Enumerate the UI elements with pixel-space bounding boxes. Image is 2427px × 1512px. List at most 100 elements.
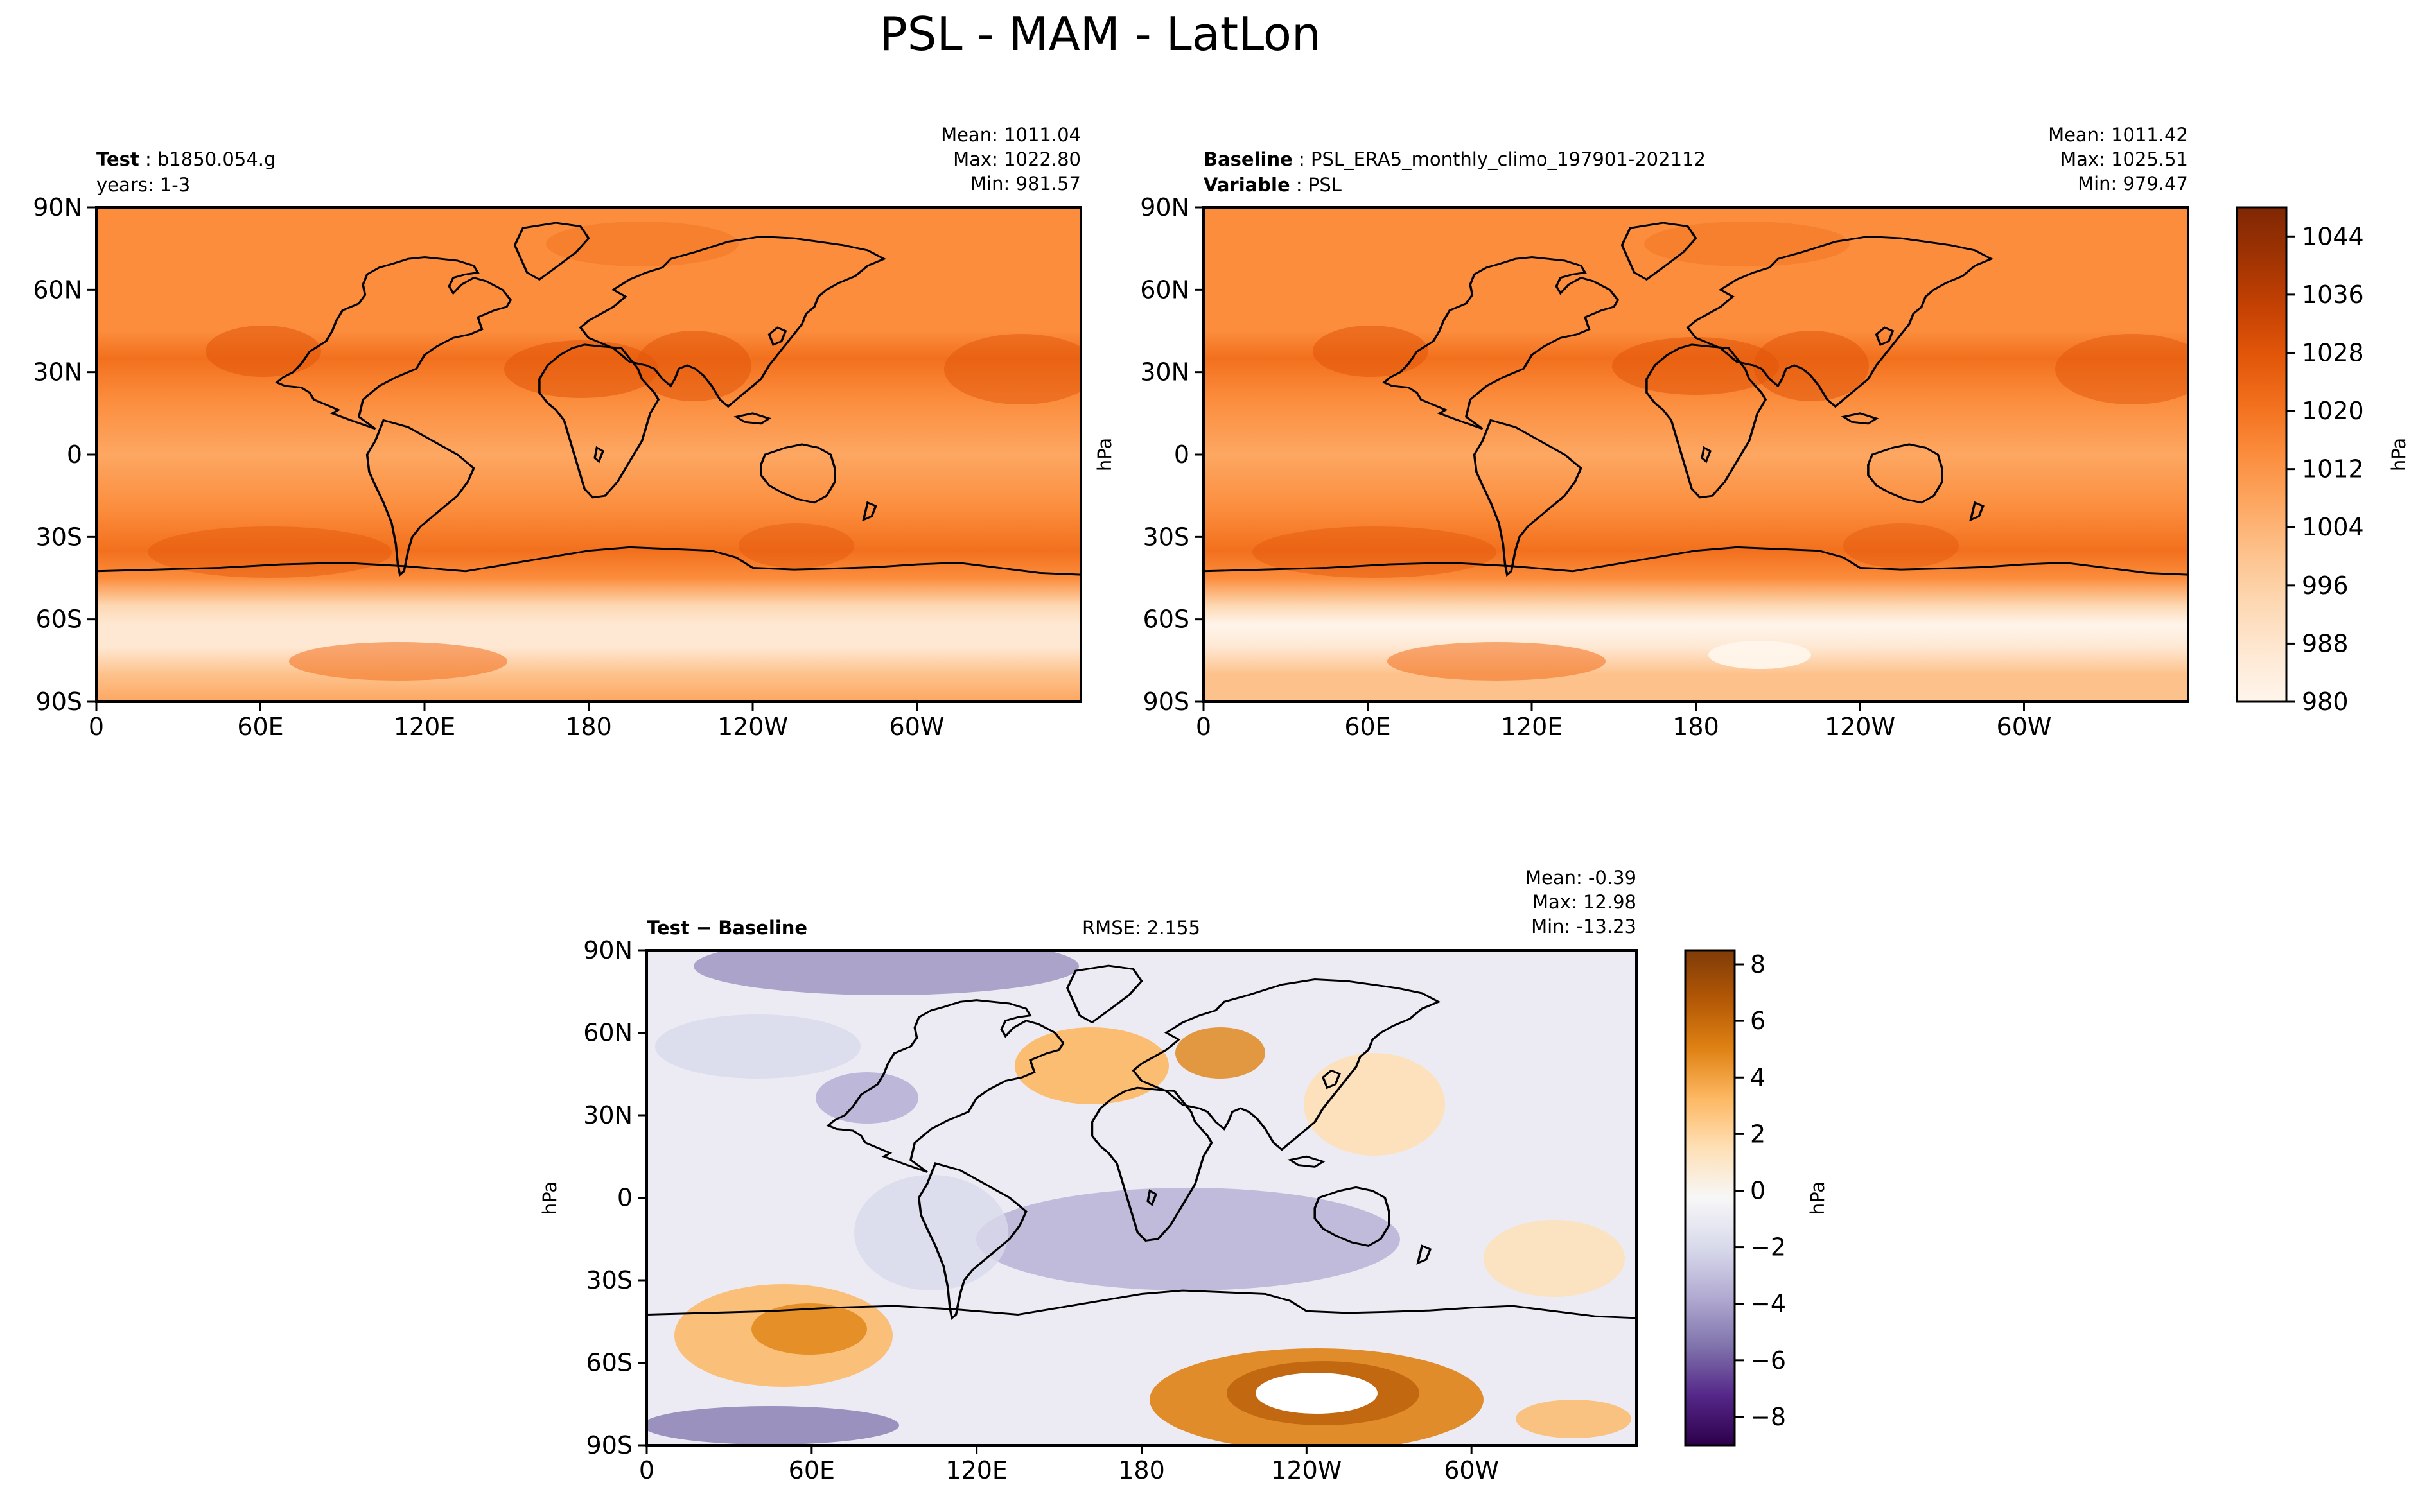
test-ytick-label: 60S bbox=[36, 605, 82, 634]
sequential-colorbar-tick-label: 996 bbox=[2302, 571, 2349, 600]
test-ytick-label: 0 bbox=[67, 440, 82, 469]
baseline-xtick-label: 60W bbox=[1997, 713, 2052, 741]
test-xtick-label: 60E bbox=[237, 713, 283, 741]
difference-ytick-label: 30S bbox=[586, 1266, 633, 1294]
test-xtick-label: 0 bbox=[89, 713, 104, 741]
baseline-subtitle-sep: : bbox=[1290, 174, 1308, 196]
sequential-colorbar-tick-label: 1044 bbox=[2302, 222, 2364, 250]
baseline-blobs bbox=[1252, 222, 2188, 681]
test-xtick-label: 120E bbox=[394, 713, 456, 741]
baseline-xtick-label: 120E bbox=[1501, 713, 1563, 741]
diverging-colorbar-tick-label: 2 bbox=[1750, 1120, 1765, 1148]
diverging-colorbar: 8 6 4 2 0 −2 −4 −6 −8 hPa bbox=[1684, 949, 1828, 1447]
difference-title: Test − Baseline bbox=[647, 917, 807, 939]
difference-ytick-label: 60N bbox=[583, 1019, 633, 1047]
baseline-title-sep: : bbox=[1293, 148, 1311, 170]
test-ytick-label: 60N bbox=[33, 275, 82, 304]
test-ytick-label: 30S bbox=[36, 523, 82, 551]
baseline-subtitle-value: PSL bbox=[1308, 174, 1342, 196]
difference-ytick-label: 90N bbox=[583, 936, 633, 964]
difference-min: Min: -13.23 bbox=[1531, 916, 1636, 937]
difference-map bbox=[647, 950, 1636, 1445]
diverging-colorbar-tick-label: 8 bbox=[1750, 950, 1765, 978]
difference-ytick-label: 60S bbox=[586, 1349, 633, 1377]
baseline-ytick-label: 60S bbox=[1143, 605, 1189, 634]
test-title-sep: : bbox=[139, 148, 157, 170]
test-title: Test : b1850.054.g bbox=[96, 148, 276, 170]
sequential-colorbar-tick-label: 988 bbox=[2302, 629, 2349, 657]
baseline-map bbox=[1204, 207, 2188, 702]
difference-ylabel: hPa bbox=[539, 1181, 561, 1215]
difference-xtick-label: 0 bbox=[639, 1456, 654, 1484]
test-map bbox=[96, 207, 1081, 702]
diverging-colorbar-tick-label: −8 bbox=[1750, 1403, 1786, 1431]
baseline-xtick-label: 0 bbox=[1196, 713, 1211, 741]
test-title-value: b1850.054.g bbox=[157, 148, 276, 170]
test-xtick-label: 60W bbox=[889, 713, 945, 741]
test-blobs bbox=[148, 222, 1081, 681]
baseline-ytick-label: 0 bbox=[1174, 440, 1189, 469]
difference-xtick-label: 60W bbox=[1444, 1456, 1499, 1484]
baseline-ytick-label: 30S bbox=[1143, 523, 1189, 551]
sequential-colorbar-tick-label: 1004 bbox=[2302, 513, 2364, 541]
sequential-colorbar-tick-label: 1012 bbox=[2302, 455, 2364, 483]
baseline-xticks: 0 60E 120E 180 120W 60W bbox=[1196, 702, 2052, 741]
baseline-xtick-label: 120W bbox=[1825, 713, 1895, 741]
diverging-colorbar-body bbox=[1684, 949, 1736, 1447]
baseline-xtick-label: 60E bbox=[1344, 713, 1390, 741]
difference-xtick-label: 180 bbox=[1118, 1456, 1165, 1484]
test-title-key: Test bbox=[96, 148, 139, 170]
baseline-xtick-label: 180 bbox=[1672, 713, 1719, 741]
baseline-ytick-label: 90N bbox=[1140, 193, 1189, 222]
difference-yticks: 90N 60N 30N 0 30S 60S 90S bbox=[583, 936, 647, 1459]
test-yticks: 90N 60N 30N 0 30S 60S 90S bbox=[33, 193, 96, 716]
baseline-ytick-label: 30N bbox=[1140, 358, 1189, 387]
difference-xtick-label: 120W bbox=[1271, 1456, 1342, 1484]
test-panel: Test : b1850.054.g years: 1-3 Mean: 1011… bbox=[33, 124, 1082, 741]
sequential-colorbar-body bbox=[2236, 206, 2288, 703]
difference-blobs bbox=[647, 950, 1631, 1445]
baseline-min: Min: 979.47 bbox=[2078, 173, 2188, 195]
diverging-colorbar-tick-label: 0 bbox=[1750, 1176, 1765, 1204]
baseline-subtitle-key: Variable bbox=[1204, 174, 1290, 196]
difference-xticks: 0 60E 120E 180 120W 60W bbox=[639, 1445, 1499, 1484]
baseline-title-key: Baseline bbox=[1204, 148, 1293, 170]
diverging-colorbar-ticks: 8 6 4 2 0 −2 −4 −6 −8 bbox=[1735, 950, 1786, 1431]
sequential-colorbar-ticks: 1044 1036 1028 1020 1012 1004 996 988 980 bbox=[2286, 222, 2364, 716]
diverging-colorbar-tick-label: 4 bbox=[1750, 1063, 1765, 1091]
sequential-colorbar-tick-label: 1028 bbox=[2302, 338, 2364, 367]
test-xtick-label: 120W bbox=[717, 713, 788, 741]
test-subtitle: years: 1-3 bbox=[96, 174, 190, 196]
test-ytick-label: 90S bbox=[36, 688, 82, 716]
difference-max: Max: 12.98 bbox=[1532, 891, 1636, 913]
baseline-mean: Mean: 1011.42 bbox=[2048, 124, 2188, 146]
baseline-title-value: PSL_ERA5_monthly_climo_197901-202112 bbox=[1311, 148, 1706, 170]
difference-panel: Test − Baseline RMSE: 2.155 Mean: -0.39 … bbox=[539, 867, 1638, 1484]
difference-mean: Mean: -0.39 bbox=[1525, 867, 1636, 889]
sequential-colorbar-tick-label: 1020 bbox=[2302, 397, 2364, 425]
baseline-ylabel: hPa bbox=[1094, 438, 1116, 471]
test-min: Min: 981.57 bbox=[970, 173, 1081, 195]
test-field bbox=[96, 207, 1081, 702]
difference-rmse: RMSE: 2.155 bbox=[1082, 917, 1200, 939]
difference-xtick-label: 60E bbox=[789, 1456, 835, 1484]
difference-ytick-label: 0 bbox=[617, 1184, 633, 1212]
baseline-max: Max: 1025.51 bbox=[2060, 148, 2188, 170]
baseline-panel: Baseline : PSL_ERA5_monthly_climo_197901… bbox=[1094, 124, 2189, 741]
test-mean: Mean: 1011.04 bbox=[941, 124, 1081, 146]
diverging-colorbar-tick-label: 6 bbox=[1750, 1007, 1765, 1035]
sequential-colorbar-label: hPa bbox=[2388, 438, 2410, 471]
test-max: Max: 1022.80 bbox=[953, 148, 1081, 170]
test-ytick-label: 30N bbox=[33, 358, 82, 387]
test-xticks: 0 60E 120E 180 120W 60W bbox=[89, 702, 945, 741]
baseline-ytick-label: 90S bbox=[1143, 688, 1189, 716]
diverging-colorbar-tick-label: −2 bbox=[1750, 1233, 1786, 1262]
sequential-colorbar-tick-label: 1036 bbox=[2302, 281, 2364, 309]
diverging-colorbar-tick-label: −6 bbox=[1750, 1346, 1786, 1375]
difference-ytick-label: 90S bbox=[586, 1431, 633, 1459]
baseline-field bbox=[1204, 207, 2188, 702]
sequential-colorbar-tick-label: 980 bbox=[2302, 688, 2349, 716]
test-xtick-label: 180 bbox=[565, 713, 612, 741]
baseline-title: Baseline : PSL_ERA5_monthly_climo_197901… bbox=[1204, 148, 1706, 170]
